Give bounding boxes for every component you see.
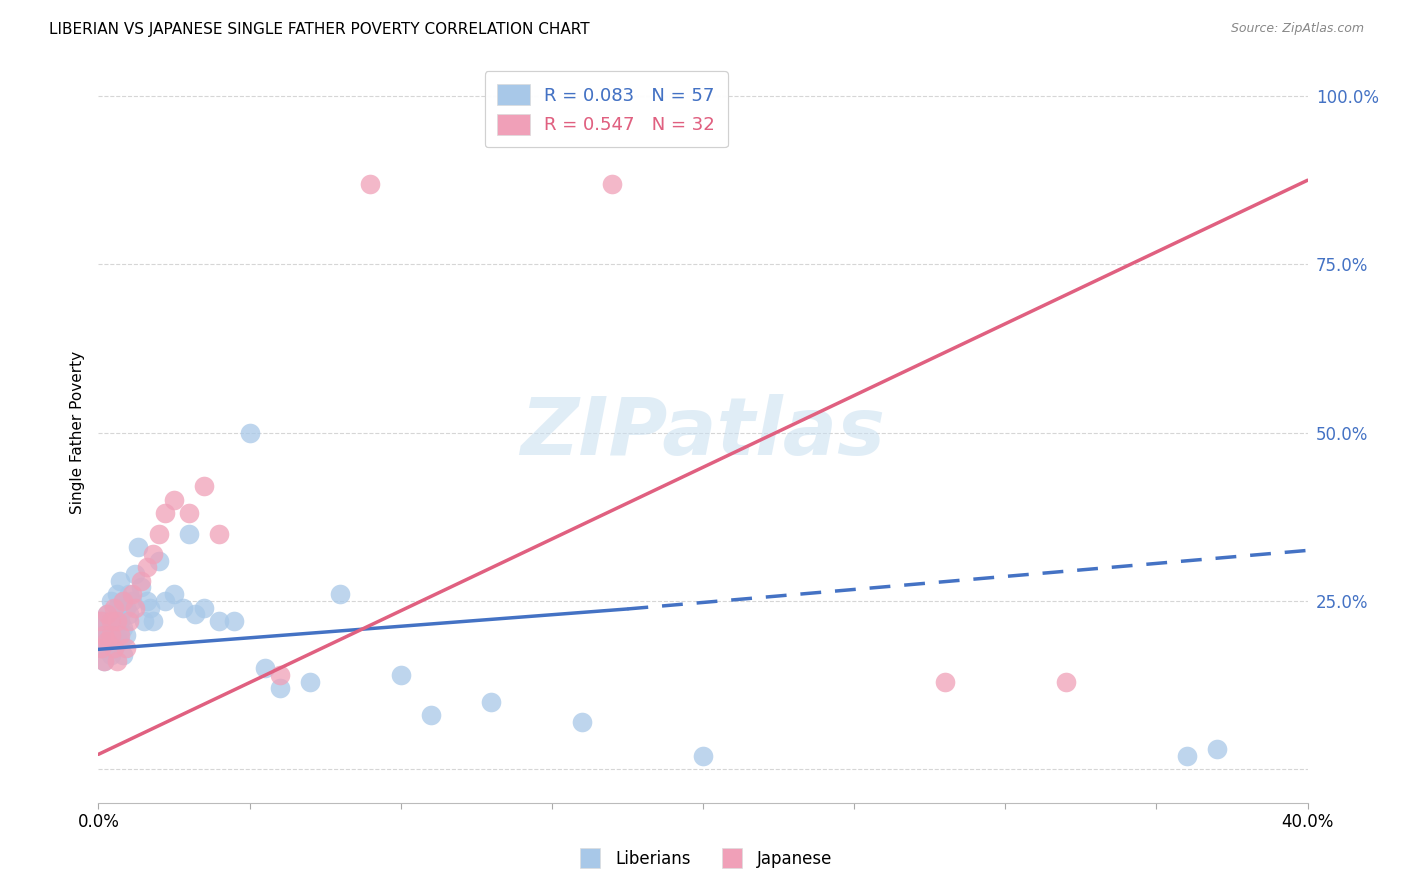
Point [118, 614, 141, 628]
Point [179, 507, 201, 521]
Point [148, 553, 170, 567]
Point [139, 600, 162, 615]
Point [132, 614, 155, 628]
Point [105, 587, 128, 601]
Point [108, 574, 131, 588]
Point [1175, 748, 1198, 763]
Point [121, 587, 143, 601]
Point [114, 640, 136, 655]
Point [103, 640, 125, 655]
Point [135, 560, 157, 574]
Point [90, 614, 112, 628]
Legend: Liberians, Japanese: Liberians, Japanese [567, 844, 839, 875]
Point [129, 581, 152, 595]
Point [269, 668, 291, 682]
Point [103, 640, 125, 655]
Point [172, 600, 194, 615]
Point [108, 627, 131, 641]
Point [93, 614, 115, 628]
Point [100, 594, 122, 608]
Point [105, 655, 128, 669]
Point [571, 714, 593, 729]
Point [389, 668, 412, 682]
Point [90, 627, 112, 641]
Point [96, 634, 118, 648]
Point [420, 708, 443, 723]
Point [108, 614, 131, 628]
Point [111, 648, 134, 662]
Point [90, 640, 112, 655]
Point [100, 621, 122, 635]
Point [93, 655, 115, 669]
Point [253, 661, 276, 675]
Point [1206, 742, 1229, 756]
Point [124, 600, 146, 615]
Point [114, 600, 136, 615]
Point [96, 607, 118, 622]
Point [105, 627, 128, 641]
Point [93, 627, 115, 641]
Point [90, 640, 112, 655]
Point [163, 587, 186, 601]
Point [153, 594, 176, 608]
Point [96, 607, 118, 622]
Point [1054, 674, 1077, 689]
Point [111, 594, 134, 608]
Point [193, 600, 215, 615]
Point [148, 526, 170, 541]
Point [163, 492, 186, 507]
Point [100, 627, 122, 641]
Text: Source: ZipAtlas.com: Source: ZipAtlas.com [1230, 22, 1364, 36]
Point [127, 540, 149, 554]
Point [179, 526, 201, 541]
Point [93, 627, 115, 641]
Point [934, 674, 956, 689]
Point [269, 681, 291, 696]
Point [105, 614, 128, 628]
Point [118, 607, 141, 622]
Text: LIBERIAN VS JAPANESE SINGLE FATHER POVERTY CORRELATION CHART: LIBERIAN VS JAPANESE SINGLE FATHER POVER… [49, 22, 591, 37]
Point [299, 674, 322, 689]
Point [111, 621, 134, 635]
Point [208, 614, 231, 628]
Point [329, 587, 352, 601]
Point [184, 607, 207, 622]
Point [114, 627, 136, 641]
Point [692, 748, 714, 763]
Point [193, 479, 215, 493]
Point [103, 614, 125, 628]
Point [100, 648, 122, 662]
Y-axis label: Single Father Poverty: Single Father Poverty [70, 351, 86, 514]
Point [481, 695, 503, 709]
Point [602, 177, 624, 191]
Legend: R = 0.083   N = 57, R = 0.547   N = 32: R = 0.083 N = 57, R = 0.547 N = 32 [485, 71, 728, 147]
Point [108, 634, 131, 648]
Point [224, 614, 246, 628]
Point [360, 177, 382, 191]
Point [121, 594, 143, 608]
Point [103, 627, 125, 641]
Point [100, 614, 122, 628]
Point [153, 507, 176, 521]
Point [96, 640, 118, 655]
Point [239, 425, 262, 440]
Point [142, 547, 165, 561]
Point [111, 594, 134, 608]
Point [135, 594, 157, 608]
Point [208, 526, 231, 541]
Point [93, 655, 115, 669]
Point [129, 574, 152, 588]
Point [103, 600, 125, 615]
Point [118, 587, 141, 601]
Point [96, 634, 118, 648]
Point [105, 600, 128, 615]
Point [142, 614, 165, 628]
Point [124, 566, 146, 581]
Point [90, 614, 112, 628]
Text: ZIPatlas: ZIPatlas [520, 393, 886, 472]
